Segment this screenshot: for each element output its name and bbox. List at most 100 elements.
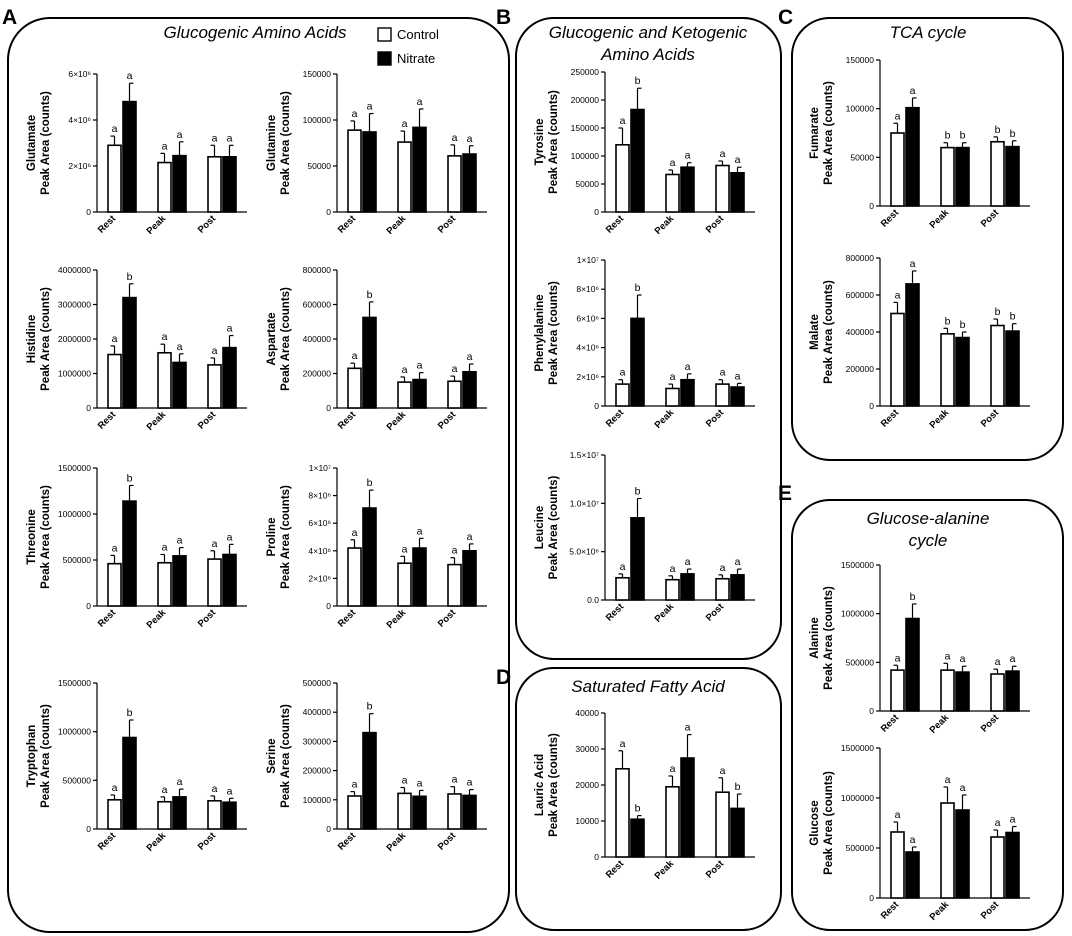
y-axis-unit-label: Peak Area (counts) <box>280 287 292 391</box>
significance-letter: a <box>417 525 423 537</box>
y-tick-label: 0 <box>594 852 599 862</box>
significance-letter: a <box>467 351 473 363</box>
y-tick-label: 0 <box>326 824 331 834</box>
bar-nitrate-peak <box>680 573 695 601</box>
bar-control-post <box>207 156 222 213</box>
bar-control-peak <box>940 669 955 712</box>
y-axis-metabolite-label: Histidine <box>26 315 38 364</box>
significance-letter: b <box>635 486 641 498</box>
category-label-peak: Peak <box>928 712 952 736</box>
significance-letter: a <box>735 154 741 166</box>
bar-control-post <box>447 155 462 213</box>
y-tick-label: 2000000 <box>58 334 91 344</box>
significance-letter: a <box>112 782 118 794</box>
y-tick-label: 8×10⁶ <box>576 284 599 294</box>
bar-control-rest <box>347 129 362 213</box>
category-label-rest: Rest <box>604 601 627 624</box>
panel-e-letter: E <box>778 482 792 505</box>
category-label-rest: Rest <box>879 712 902 735</box>
y-tick-label: 500000 <box>63 555 92 565</box>
significance-letter: a <box>720 562 726 574</box>
category-label-rest: Rest <box>336 409 359 432</box>
significance-letter: a <box>620 115 626 127</box>
significance-letter: b <box>367 477 373 489</box>
y-tick-label: 0 <box>869 893 874 903</box>
y-tick-label: 1000000 <box>841 609 874 619</box>
category-label-rest: Rest <box>604 407 627 430</box>
chart-threonine: 0 500000 1000000 1500000 Threonine Peak Area … <box>26 463 247 631</box>
bar-nitrate-peak <box>412 795 427 830</box>
y-axis-metabolite-label: Aspartate <box>266 312 278 365</box>
y-axis-unit-label: Peak Area (counts) <box>280 485 292 589</box>
category-label-peak: Peak <box>928 899 952 923</box>
bar-nitrate-peak <box>412 378 427 409</box>
category-label-post: Post <box>704 601 727 624</box>
bar-nitrate-rest <box>630 108 645 213</box>
category-label-rest: Rest <box>336 607 359 630</box>
significance-letter: a <box>227 323 233 335</box>
panel-c-title: TCA cycle <box>890 23 967 42</box>
category-label-peak: Peak <box>928 407 952 431</box>
significance-letter: b <box>127 707 133 719</box>
category-label-peak: Peak <box>653 213 677 237</box>
panel-e-title-line2: cycle <box>909 531 948 550</box>
y-tick-label: 50000 <box>307 161 331 171</box>
bar-nitrate-rest <box>905 617 920 712</box>
bar-nitrate-post <box>1005 145 1020 207</box>
y-axis-unit-label: Peak Area (counts) <box>548 281 560 385</box>
significance-letter: a <box>452 545 458 557</box>
y-tick-label: 100000 <box>571 151 600 161</box>
bar-control-rest <box>890 831 905 899</box>
category-label-post: Post <box>196 213 219 236</box>
y-axis-unit-label: Peak Area (counts) <box>40 287 52 391</box>
category-label-peak: Peak <box>385 607 409 631</box>
bar-nitrate-peak <box>955 671 970 712</box>
bar-control-rest <box>615 767 630 858</box>
panel-e-frame <box>791 499 1064 931</box>
significance-letter: b <box>367 289 373 301</box>
significance-letter: a <box>720 367 726 379</box>
significance-letter: a <box>895 652 901 664</box>
y-axis-unit-label: Peak Area (counts) <box>823 81 835 185</box>
y-tick-label: 0 <box>86 824 91 834</box>
bar-nitrate-rest <box>362 316 377 409</box>
category-label-rest: Rest <box>96 213 119 236</box>
y-tick-label: 1×10⁷ <box>577 255 599 265</box>
significance-letter: a <box>352 350 358 362</box>
significance-letter: b <box>367 701 373 713</box>
legend-control-swatch <box>377 27 392 42</box>
y-tick-label: 30000 <box>575 744 599 754</box>
chart-fumarate: 0 50000 100000 150000 Fumarate Peak Area (cou… <box>809 55 1030 231</box>
y-axis-metabolite-label: Tyrosine <box>534 118 546 165</box>
significance-letter: a <box>367 101 373 113</box>
y-tick-label: 600000 <box>846 290 875 300</box>
significance-letter: b <box>635 803 641 815</box>
legend-nitrate-swatch <box>377 51 392 66</box>
significance-letter: a <box>402 118 408 130</box>
panel-d-letter: D <box>496 666 511 689</box>
significance-letter: b <box>1010 311 1016 323</box>
panel-b-title-line1: Glucogenic and Ketogenic <box>549 23 748 42</box>
significance-letter: a <box>670 563 676 575</box>
panel-b-letter: B <box>496 6 511 29</box>
significance-letter: a <box>417 360 423 372</box>
significance-letter: a <box>910 834 916 846</box>
legend: Control Nitrate <box>377 27 439 66</box>
significance-letter: a <box>352 779 358 791</box>
y-tick-label: 200000 <box>571 95 600 105</box>
significance-letter: a <box>112 123 118 135</box>
y-tick-label: 0 <box>86 403 91 413</box>
y-axis-metabolite-label: Malate <box>809 314 821 350</box>
significance-letter: a <box>162 331 168 343</box>
bar-nitrate-rest <box>362 731 377 830</box>
category-label-peak: Peak <box>145 830 169 854</box>
panel-d-title: Saturated Fatty Acid <box>571 677 725 696</box>
bar-control-post <box>990 324 1005 407</box>
y-tick-label: 800000 <box>846 253 875 263</box>
significance-letter: b <box>635 282 641 294</box>
category-label-peak: Peak <box>928 207 952 231</box>
significance-letter: a <box>452 363 458 375</box>
bar-control-rest <box>107 353 122 409</box>
y-tick-label: 2×10⁶ <box>308 573 331 583</box>
